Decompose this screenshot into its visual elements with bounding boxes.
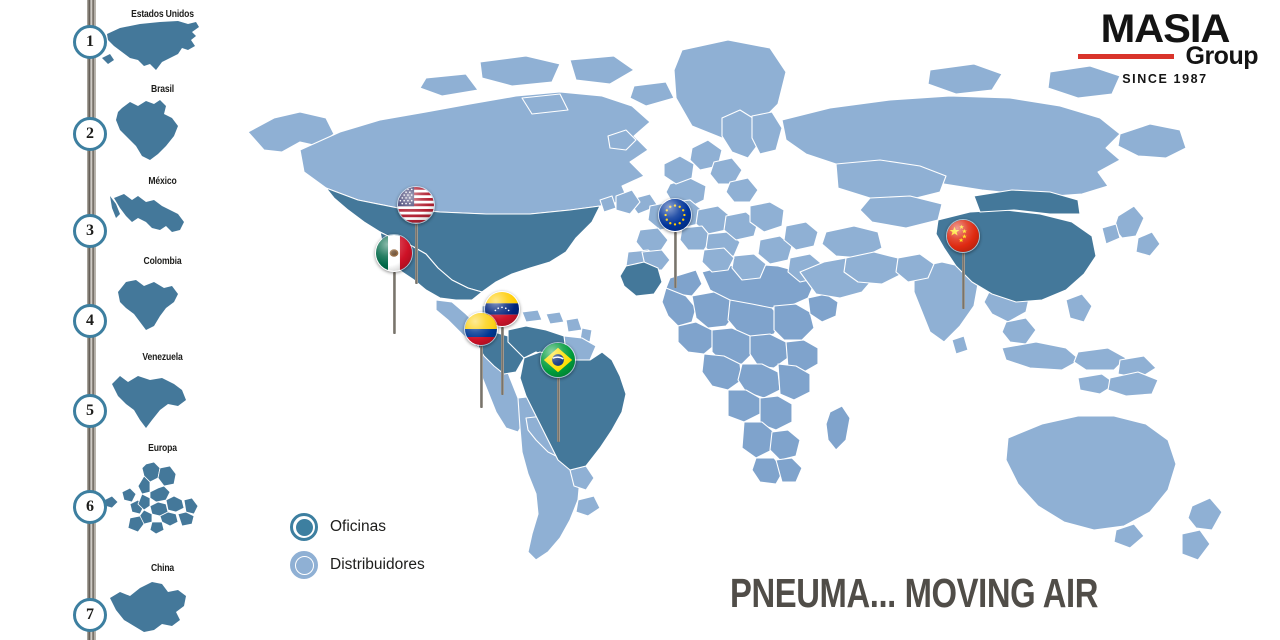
cn-flag-icon: [946, 219, 980, 253]
us-flag-icon: [397, 186, 435, 224]
sidebar-item-number: 3: [73, 214, 107, 248]
sidebar-item-number: 7: [73, 598, 107, 632]
sidebar-item-label: México: [148, 175, 177, 187]
legend-label: Oficinas: [330, 518, 386, 535]
region-africa: [661, 263, 851, 485]
venezuela-shape: [106, 368, 192, 432]
mexico-shape: [108, 188, 192, 254]
logo-red-bar: [1078, 54, 1174, 59]
pin-stem: [501, 327, 504, 395]
sidebar-item-label: Brasil: [151, 83, 174, 95]
logo-wordmark: MASIA: [1100, 7, 1231, 51]
sidebar-item-number: 4: [73, 304, 107, 338]
mx-flag-icon: [375, 234, 413, 272]
legend-item-distribuidores: Distribuidores: [290, 546, 425, 584]
sidebar-item-number: 5: [73, 394, 107, 428]
logo-since-text: SINCE 1987: [1122, 72, 1208, 86]
sidebar-item-label: Europa: [148, 442, 177, 454]
co-flag-icon: [464, 312, 498, 346]
colombia-shape: [108, 272, 186, 334]
pin-stem: [557, 378, 560, 442]
world-map: [230, 0, 1280, 640]
europe-shape: [100, 460, 212, 536]
pin-stem: [480, 346, 483, 408]
sidebar-item-number: 2: [73, 117, 107, 151]
china-shape: [106, 578, 192, 640]
country-sidebar: Estados Unidos 1 Brasil 2 México 3: [0, 0, 230, 640]
sidebar-item-number: 6: [73, 490, 107, 524]
office-marker-icon: [290, 513, 318, 541]
legend-label: Distribuidores: [330, 556, 425, 573]
pin-stem: [674, 232, 677, 288]
logo-group-word: Group: [1185, 42, 1259, 70]
eu-flag-icon: [658, 198, 692, 232]
sidebar-item-label: Estados Unidos: [131, 8, 194, 20]
distributor-marker-icon: [290, 551, 318, 579]
sidebar-item-number: 1: [73, 25, 107, 59]
sidebar-item-label: Colombia: [143, 255, 182, 267]
pin-stem: [415, 224, 418, 284]
legend-item-oficinas: Oficinas: [290, 508, 425, 546]
region-brazil: [519, 351, 627, 471]
region-spain: [619, 261, 663, 297]
region-australia: [1005, 371, 1223, 561]
pin-stem: [962, 253, 965, 309]
brazil-shape: [108, 94, 188, 166]
sidebar-item-label: Venezuela: [142, 351, 183, 363]
tagline: PNEUMA... MOVING AIR: [730, 570, 1098, 616]
logo-subrow: Group: [1072, 42, 1259, 70]
usa-shape: [100, 18, 205, 80]
br-flag-icon: [540, 342, 576, 378]
region-russia-asia: [781, 63, 1187, 395]
masia-group-logo: MASIA Group SINCE 1987: [1072, 8, 1258, 86]
pin-stem: [393, 272, 396, 334]
map-legend: Oficinas Distribuidores: [290, 508, 425, 584]
sidebar-item-label: China: [150, 562, 175, 574]
